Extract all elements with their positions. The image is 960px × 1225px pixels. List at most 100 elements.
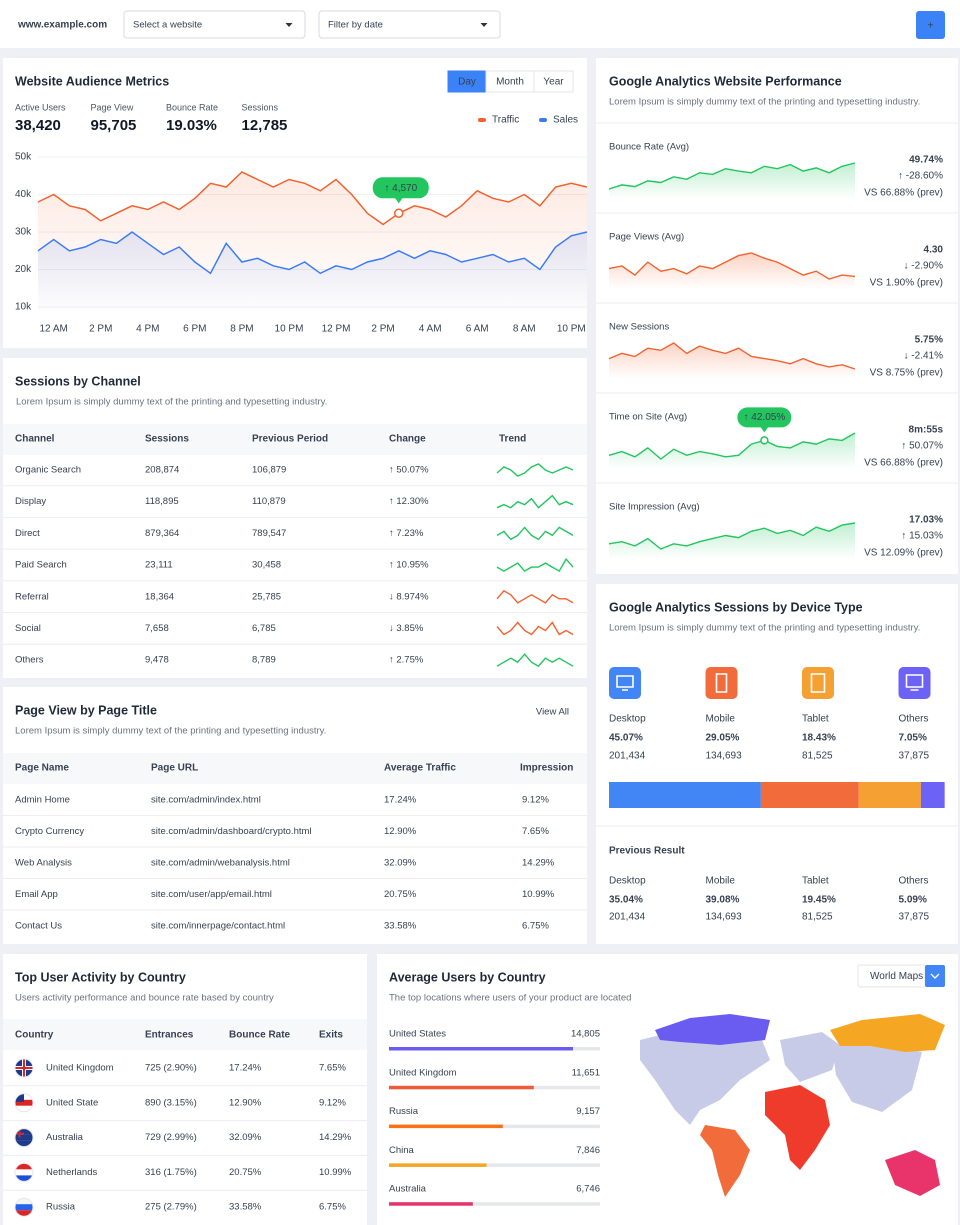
column-header: Trend	[499, 434, 526, 445]
date-filter-label[interactable]: Filter by date	[328, 20, 383, 31]
section-title: Previous Result	[609, 846, 685, 857]
chevron	[930, 973, 940, 979]
range-button[interactable]	[533, 70, 574, 93]
device-count: 81,525	[802, 751, 833, 762]
cell: 23,111	[145, 560, 173, 571]
y-tick-label: 30k	[15, 227, 32, 238]
cell: 789,547	[252, 528, 286, 539]
previous-name: Tablet	[802, 876, 829, 887]
device-name: Mobile	[706, 714, 736, 725]
y-tick-label: 50k	[15, 152, 32, 163]
date-filter[interactable]	[318, 10, 501, 39]
x-tick-label: 6 AM	[466, 324, 489, 335]
add-button[interactable]	[916, 11, 945, 39]
cell: 6.75%	[319, 1202, 346, 1213]
cell: 12.90%	[384, 826, 417, 837]
map-region	[832, 1045, 922, 1112]
map-select-toggle[interactable]	[925, 965, 945, 987]
flag-stripe	[15, 1163, 33, 1170]
sparkline	[496, 494, 574, 509]
sparkline	[496, 621, 574, 636]
device-count: 134,693	[706, 751, 743, 762]
card-subtitle: Lorem Ipsum is simply dummy text of the …	[15, 726, 326, 737]
bar	[389, 1163, 487, 1167]
sparkline	[608, 432, 856, 460]
metric-label: Bounce Rate	[166, 102, 218, 112]
website-select-label[interactable]: Select a website	[133, 20, 202, 31]
flag-stripe	[15, 1169, 33, 1176]
cell: ↓ 3.85%	[389, 623, 424, 634]
cell: 6.75%	[522, 921, 549, 932]
metric-previous: VS 66.88% (prev)	[864, 458, 943, 469]
card	[3, 358, 587, 678]
column-header: Change	[389, 434, 426, 445]
cell: United State	[46, 1097, 98, 1108]
device-name: Others	[899, 714, 929, 725]
card-title: Google Analytics Website Performance	[609, 74, 842, 88]
metric-label: Page View	[91, 102, 134, 112]
column-header: Channel	[15, 434, 55, 445]
previous-name: Desktop	[609, 876, 646, 887]
device-glyph	[810, 673, 826, 693]
range-button-label[interactable]: Year	[543, 77, 564, 88]
y-tick-label: 10k	[15, 302, 32, 313]
device-percent: 45.07%	[609, 733, 643, 744]
country-value: 14,805	[571, 1029, 600, 1040]
metric-label: Bounce Rate (Avg)	[609, 142, 689, 153]
flag-border	[14, 1128, 34, 1148]
device-bar-segment	[609, 782, 761, 808]
cell: Email App	[15, 889, 58, 900]
metric-label: Sessions	[242, 102, 279, 112]
cell: site.com/admin/index.html	[151, 795, 261, 806]
cell: 110,879	[252, 496, 286, 507]
previous-count: 134,693	[706, 912, 743, 923]
cell: Display	[15, 496, 46, 507]
metric-change: ↓ -2.41%	[904, 351, 944, 362]
cell: 118,895	[145, 496, 179, 507]
cell: 208,874	[145, 465, 179, 476]
cell: Direct	[15, 528, 40, 539]
country-name: Russia	[389, 1106, 419, 1117]
world-map	[640, 1014, 945, 1197]
device-icon	[705, 667, 738, 699]
metric-change: ↑ 50.07%	[901, 441, 943, 452]
map-select-label[interactable]: World Maps	[870, 971, 923, 982]
series-line	[37, 231, 588, 275]
annotation-point	[760, 436, 769, 445]
sparkline	[496, 463, 574, 477]
website-select[interactable]	[123, 10, 306, 39]
flag-stripe	[15, 1198, 33, 1205]
cell: 32.09%	[384, 858, 417, 869]
bar	[389, 1202, 473, 1206]
series-line	[37, 171, 588, 226]
card-subtitle: Lorem Ipsum is simply dummy text of the …	[609, 97, 920, 108]
view-all-link[interactable]: View All	[536, 707, 569, 718]
column-header: Page URL	[151, 763, 198, 774]
card-subtitle: Users activity performance and bounce ra…	[15, 993, 274, 1004]
cell: 25,785	[252, 591, 281, 602]
annotation-point	[394, 208, 404, 218]
range-button-label[interactable]: Month	[496, 77, 524, 88]
cell: Web Analysis	[15, 858, 72, 869]
y-tick-label: 40k	[15, 189, 32, 200]
cell: ↑ 7.23%	[389, 528, 424, 539]
x-tick-label: 12 AM	[40, 324, 68, 335]
column-header: Bounce Rate	[229, 1030, 291, 1041]
range-button-label[interactable]: Day	[458, 77, 476, 88]
flag-border	[14, 1162, 34, 1182]
country-name: United Kingdom	[389, 1067, 457, 1078]
flag-stripe	[15, 1175, 33, 1182]
x-tick-label: 10 PM	[275, 324, 304, 335]
bar	[389, 1124, 503, 1129]
card-title: Average Users by Country	[389, 970, 546, 984]
previous-count: 201,434	[609, 912, 646, 923]
cell: Paid Search	[15, 560, 67, 571]
metric-change: ↑ 15.03%	[901, 531, 943, 542]
sparkline-area	[609, 343, 855, 379]
cell: Russia	[46, 1202, 76, 1213]
add-button-label[interactable]: +	[928, 21, 934, 32]
flag-border	[14, 1058, 34, 1078]
device-icon	[898, 667, 931, 699]
cell: 33.58%	[384, 921, 417, 932]
